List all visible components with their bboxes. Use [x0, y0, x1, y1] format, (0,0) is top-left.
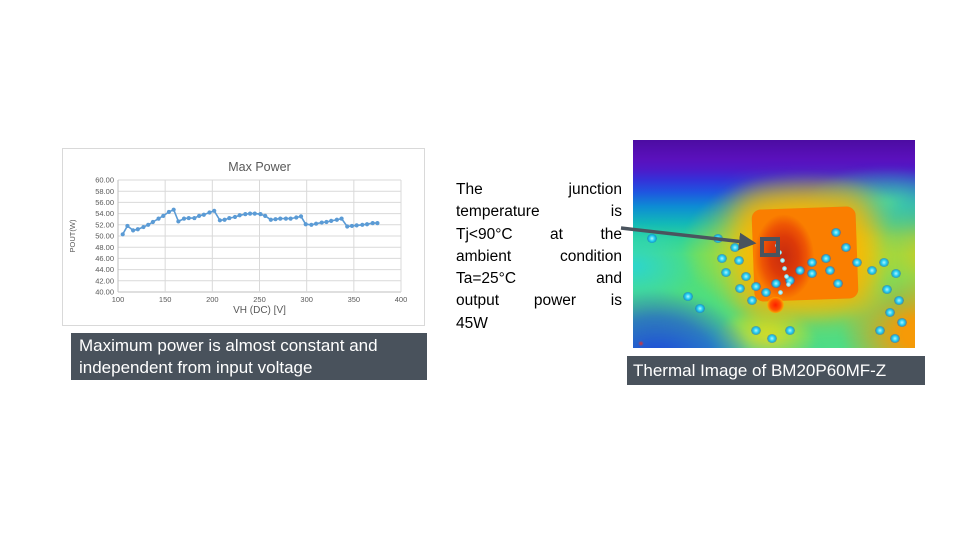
svg-text:54.00: 54.00	[95, 209, 114, 218]
thermal-cool-dot	[767, 334, 777, 343]
thermal-cool-dot	[825, 266, 835, 275]
thermal-cool-dot	[807, 269, 817, 278]
chart-caption-bar: Maximum power is almost constant and ind…	[71, 333, 427, 380]
thermal-image	[633, 140, 915, 348]
svg-text:52.00: 52.00	[95, 220, 114, 229]
thermal-cool-dot	[891, 269, 901, 278]
max-power-chart: 40.00 42.00 44.00 46.00 48.00 50.00 52.00 54.00…	[62, 148, 425, 326]
junction-temperature-note: The junction temperature is Tj<90°C at t…	[456, 179, 622, 335]
note-line: Tj<90°C at the	[456, 225, 622, 243]
svg-text:100: 100	[112, 295, 125, 304]
svg-text:200: 200	[206, 295, 219, 304]
thermal-cool-dot	[771, 279, 781, 288]
thermal-caption-bar: Thermal Image of BM20P60MF-Z	[627, 356, 925, 385]
thermal-cool-dot	[897, 318, 907, 327]
svg-text:46.00: 46.00	[95, 254, 114, 263]
thermal-cool-dot	[894, 296, 904, 305]
note-line: 45W	[456, 314, 488, 332]
thermal-cool-dot	[831, 228, 841, 237]
thermal-cool-dot	[751, 282, 761, 291]
thermal-cool-dot	[833, 279, 843, 288]
thermal-lead-speck	[786, 282, 791, 287]
svg-text:60.00: 60.00	[95, 176, 114, 185]
pointer-arrow-line	[620, 226, 757, 251]
thermal-cool-dot	[821, 254, 831, 263]
pointer-arrow	[620, 226, 757, 251]
svg-text:48.00: 48.00	[95, 243, 114, 252]
note-line: Ta=25°C and	[456, 270, 622, 288]
svg-text:350: 350	[348, 295, 361, 304]
thermal-lead-speck	[780, 258, 785, 263]
svg-text:42.00: 42.00	[95, 276, 114, 285]
thermal-cool-dot	[741, 272, 751, 281]
svg-text:POUT(W): POUT(W)	[68, 219, 77, 252]
thermal-cool-dot	[751, 326, 761, 335]
thermal-cool-dot	[683, 292, 693, 301]
thermal-cool-dot	[875, 326, 885, 335]
thermal-cool-dot	[695, 304, 705, 313]
thermal-cool-dot	[647, 234, 657, 243]
svg-text:50.00: 50.00	[95, 232, 114, 241]
thermal-cool-dot	[885, 308, 895, 317]
thermal-corner-speck	[638, 341, 644, 346]
thermal-cool-dot	[734, 256, 744, 265]
svg-text:250: 250	[253, 295, 266, 304]
svg-text:40.00: 40.00	[95, 288, 114, 297]
svg-text:150: 150	[159, 295, 172, 304]
thermal-cool-dot	[867, 266, 877, 275]
note-line: The junction	[456, 181, 622, 198]
thermal-cool-dot	[717, 254, 727, 263]
thermal-cool-dot	[807, 258, 817, 267]
note-line: ambient condition	[456, 247, 622, 265]
svg-text:44.00: 44.00	[95, 265, 114, 274]
thermal-cool-dot	[735, 284, 745, 293]
thermal-cool-dot	[761, 288, 771, 297]
thermal-cool-dot	[785, 326, 795, 335]
thermal-cool-dot	[879, 258, 889, 267]
thermal-lead-speck	[784, 274, 789, 279]
thermal-cool-dot	[730, 243, 740, 252]
thermal-caption-text: Thermal Image of BM20P60MF-Z	[633, 361, 887, 380]
thermal-cool-dot	[795, 266, 805, 275]
junction-marker-box	[760, 237, 780, 257]
svg-text:400: 400	[395, 295, 408, 304]
max-power-chart-plot: 40.00 42.00 44.00 46.00 48.00 50.00 52.00 54.00…	[68, 160, 408, 316]
note-line: temperature is	[456, 203, 622, 221]
thermal-cool-dot	[721, 268, 731, 277]
svg-text:Max Power: Max Power	[228, 160, 291, 174]
thermal-cool-dot	[841, 243, 851, 252]
thermal-cool-dot	[747, 296, 757, 305]
svg-text:56.00: 56.00	[95, 198, 114, 207]
thermal-cool-dot	[852, 258, 862, 267]
chart-caption-text: Maximum power is almost constant and ind…	[79, 336, 378, 377]
note-line: output power is	[456, 292, 622, 310]
thermal-cool-dot	[890, 334, 900, 343]
thermal-hot-spot-dot	[767, 297, 784, 313]
svg-text:300: 300	[300, 295, 313, 304]
svg-text:VH (DC) [V]: VH (DC) [V]	[233, 305, 286, 316]
thermal-cool-dot	[882, 285, 892, 294]
thermal-cool-dot	[785, 276, 795, 285]
thermal-lead-speck	[778, 290, 783, 295]
svg-text:58.00: 58.00	[95, 187, 114, 196]
thermal-lead-speck	[782, 266, 787, 271]
